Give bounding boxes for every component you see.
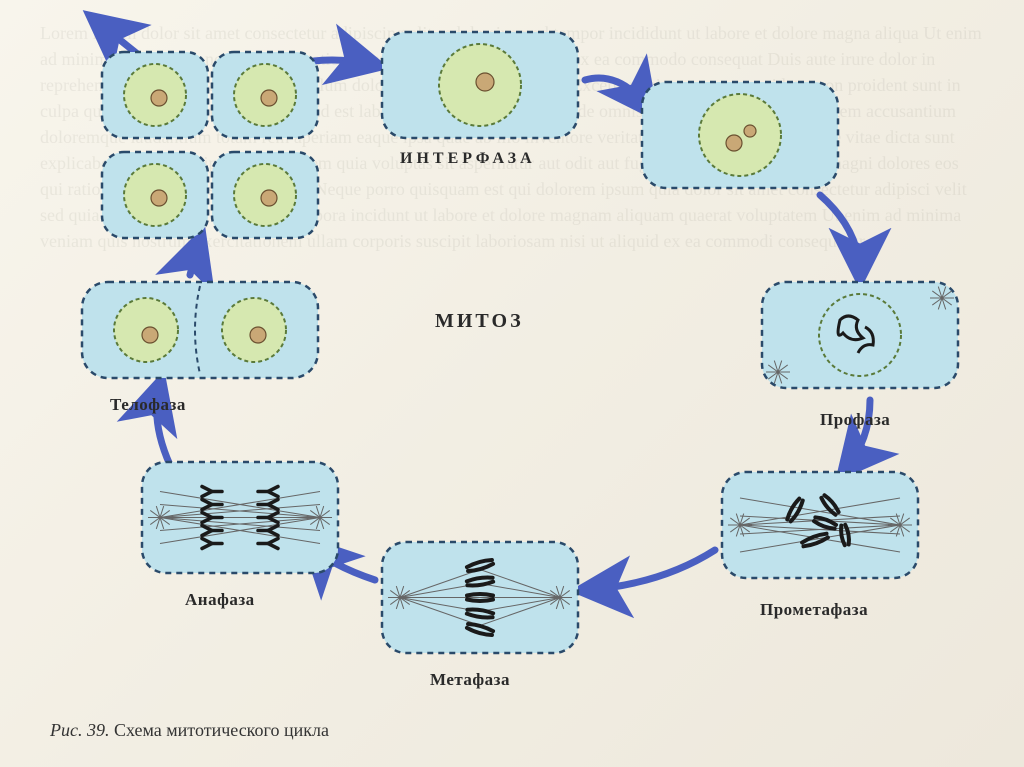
label-metaphase: Метафаза bbox=[430, 670, 510, 690]
figure-caption: Рис. 39. Схема митотического цикла bbox=[50, 720, 329, 741]
stage-telophase bbox=[80, 280, 320, 380]
interphase2-cell-icon bbox=[640, 80, 840, 190]
anaphase-cell-icon bbox=[140, 460, 340, 575]
metaphase-cell-icon bbox=[380, 540, 580, 655]
diagram-page: Lorem ipsum dolor sit amet consectetur a… bbox=[0, 0, 1024, 767]
prophase-cell-icon bbox=[760, 280, 960, 390]
stage-metaphase bbox=[380, 540, 580, 655]
caption-prefix: Рис. 39. bbox=[50, 720, 109, 740]
label-anaphase: Анафаза bbox=[185, 590, 255, 610]
stage-prometaphase bbox=[720, 470, 920, 580]
arrow-prometaphase-metaphase bbox=[585, 550, 715, 590]
label-prometaphase: Прометафаза bbox=[760, 600, 868, 620]
stage-interphase1 bbox=[380, 30, 580, 140]
stage-interphase2 bbox=[640, 80, 840, 190]
caption-text: Схема митотического цикла bbox=[114, 720, 329, 740]
stage-prophase bbox=[760, 280, 960, 390]
arrow-interphase2-prophase bbox=[820, 195, 860, 275]
label-prophase: Профаза bbox=[820, 410, 890, 430]
prometaphase-cell-icon bbox=[720, 470, 920, 580]
mitosis-title: МИТОЗ bbox=[435, 310, 524, 333]
stage-daughter bbox=[100, 50, 320, 240]
label-telophase: Телофаза bbox=[110, 395, 186, 415]
daughter-cell-icon bbox=[100, 50, 320, 240]
telophase-cell-icon bbox=[80, 280, 320, 380]
interphase-label: ИНТЕРФАЗА bbox=[400, 150, 536, 168]
stage-anaphase bbox=[140, 460, 340, 575]
arrow-telophase-daughter bbox=[190, 240, 200, 275]
interphase1-cell-icon bbox=[380, 30, 580, 140]
